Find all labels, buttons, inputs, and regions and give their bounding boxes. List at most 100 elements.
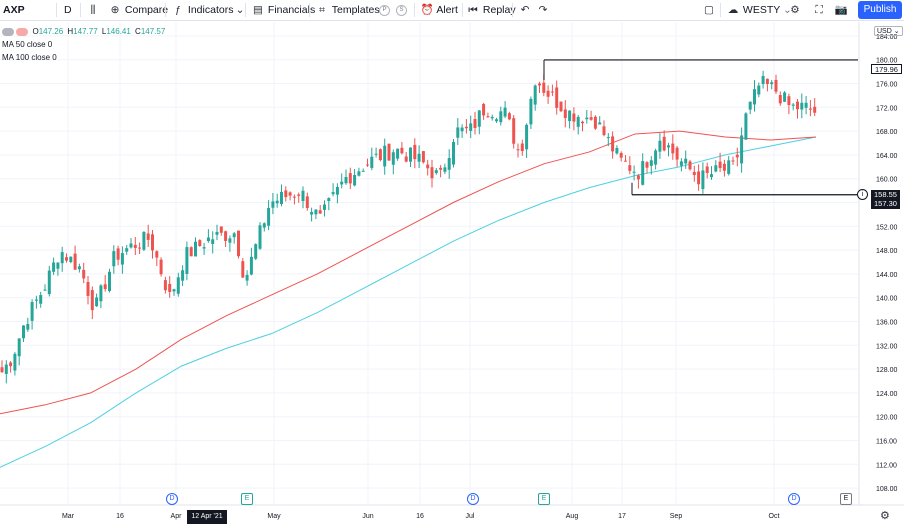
candle-up	[335, 186, 339, 195]
candle-down	[735, 154, 739, 158]
dividend-marker[interactable]: D	[166, 493, 178, 505]
templates-button[interactable]: ⌗ Templates	[315, 0, 380, 20]
candle-up	[112, 251, 116, 267]
high-value: 147.77	[73, 27, 98, 36]
candle-down	[426, 164, 430, 169]
candle-down	[9, 362, 13, 367]
candle-up	[125, 248, 129, 252]
candle-down	[671, 143, 675, 154]
time-tick-label: May	[267, 513, 281, 520]
time-tick-label: Sep	[670, 513, 683, 520]
price-tick-label: 112.00	[876, 462, 897, 469]
publish-button[interactable]: Publish	[858, 1, 902, 19]
candle-down	[602, 126, 606, 136]
time-tick-label: 17	[618, 513, 626, 520]
candle-up	[69, 256, 73, 263]
price-tick-label: 120.00	[876, 415, 898, 422]
ma100-polyline	[0, 136, 817, 468]
chevron-down-icon: ⌄	[235, 4, 245, 16]
template-s-badge[interactable]: S	[396, 0, 407, 20]
close-value: 147.57	[140, 27, 166, 36]
info-icon[interactable]: i	[857, 189, 868, 200]
low-value: 146.41	[106, 27, 131, 36]
symbol-search[interactable]: AXP	[3, 4, 25, 16]
price-tick-label: 108.00	[876, 486, 898, 493]
ma100-legend[interactable]: MA 100 close 0	[2, 53, 57, 62]
candle-down	[611, 136, 615, 152]
candle-up	[142, 231, 146, 250]
time-tick-label: Jul	[466, 513, 475, 520]
settings-button[interactable]: ⚙	[788, 0, 802, 20]
candle-up	[301, 190, 305, 202]
chart-type-button[interactable]: ⫼	[86, 0, 100, 20]
candle-up	[26, 324, 30, 330]
undo-button[interactable]: ↶	[518, 0, 532, 20]
candle-down	[624, 160, 627, 162]
earnings-marker[interactable]: E	[538, 493, 550, 505]
candle-down	[82, 269, 86, 279]
dividend-marker[interactable]: D	[467, 493, 479, 505]
candle-up	[370, 156, 374, 168]
candle-down	[430, 167, 434, 179]
indicators-button[interactable]: ƒ Indicators	[171, 0, 233, 20]
candle-up	[452, 142, 455, 165]
price-tick-label: 140.00	[876, 296, 898, 303]
redo-button[interactable]: ↷	[536, 0, 550, 20]
candle-down	[305, 196, 309, 209]
template-p-badge[interactable]: P	[379, 0, 390, 20]
layout-button[interactable]: ▢	[702, 0, 716, 20]
currency-selector[interactable]: USD ⌄	[874, 26, 903, 36]
open-value: 147.26	[38, 27, 64, 36]
dividend-marker[interactable]: D	[788, 493, 800, 505]
candle-down	[237, 230, 240, 257]
ma50-legend[interactable]: MA 50 close 0	[2, 40, 53, 49]
fullscreen-button[interactable]: ⛶	[812, 0, 826, 20]
horizontal-lines	[543, 59, 858, 196]
candle-down	[507, 113, 511, 120]
candle-up	[129, 243, 133, 248]
candle-down	[722, 163, 726, 171]
price-tick-label: 116.00	[876, 439, 897, 446]
price-tick-label: 160.00	[876, 177, 898, 184]
candle-down	[439, 167, 443, 170]
fullscreen-icon: ⛶	[815, 4, 823, 16]
financials-button[interactable]: ▤ Financials	[251, 0, 315, 20]
candle-down	[593, 116, 597, 129]
replay-button[interactable]: ⏮ Replay	[466, 0, 515, 20]
layout-name-button[interactable]: ☁ WESTY ⌄	[726, 0, 792, 20]
legend-menu-icon[interactable]	[16, 27, 29, 36]
candle-up	[800, 102, 804, 110]
candle-up	[202, 247, 206, 249]
earnings-marker[interactable]: E	[241, 493, 253, 505]
indicators-dropdown[interactable]: ⌄	[233, 0, 247, 20]
financials-icon: ▤	[253, 4, 263, 16]
candle-down	[464, 126, 468, 129]
templates-label: Templates	[331, 4, 380, 16]
alarm-clock-icon: ⏰	[420, 4, 434, 16]
top-toolbar: AXP D ⫼ ⊕ Compare ƒ Indicators ⌄ ▤ Finan…	[0, 0, 904, 21]
candle-down	[292, 196, 296, 198]
candle-up	[172, 289, 176, 292]
alert-button[interactable]: ⏰ Alert	[420, 0, 457, 20]
candle-up	[447, 157, 451, 170]
candle-down	[486, 116, 490, 118]
candle-down	[103, 284, 107, 290]
candle-down	[555, 87, 559, 108]
candle-up	[361, 170, 365, 172]
compare-button[interactable]: ⊕ Compare	[108, 0, 169, 20]
candle-up	[34, 299, 38, 301]
candle-up	[791, 104, 795, 106]
axis-settings-gear-icon[interactable]: ⚙	[880, 510, 890, 522]
candle-up	[615, 148, 619, 154]
candle-down	[288, 192, 292, 196]
candle-up	[310, 211, 314, 215]
candle-up	[340, 181, 344, 185]
time-tick-label: 16	[116, 513, 124, 520]
gear-icon: ⚙	[790, 4, 800, 16]
candle-up	[654, 150, 658, 165]
candle-up	[714, 165, 718, 172]
snapshot-button[interactable]: 📷	[834, 0, 848, 20]
interval-button[interactable]: D	[64, 4, 72, 16]
earnings-marker[interactable]: E	[840, 493, 852, 505]
